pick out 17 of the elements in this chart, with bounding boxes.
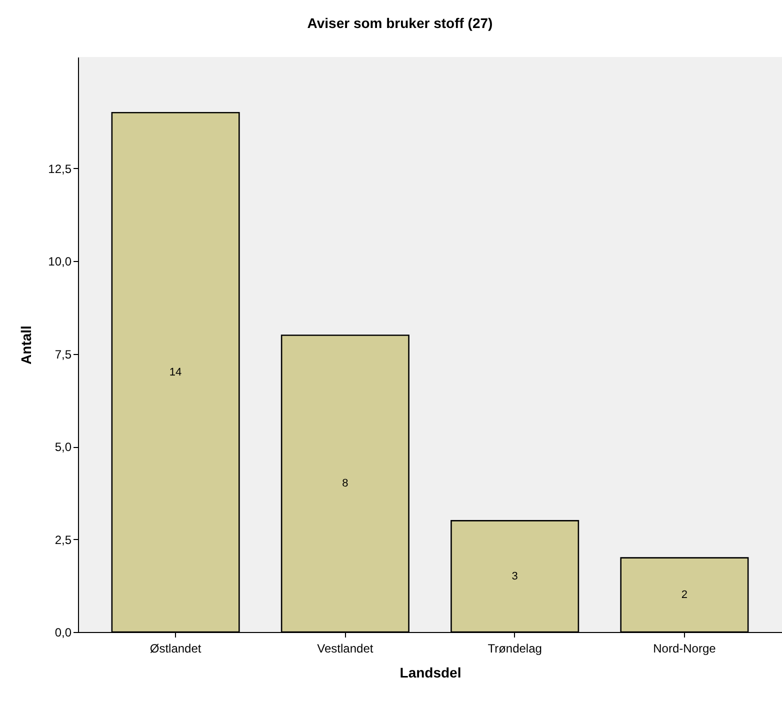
data-label: 14 — [169, 366, 182, 378]
y-tick-label: 2,5 — [54, 532, 72, 547]
y-tick-label: 12,5 — [48, 162, 72, 176]
data-label: 2 — [681, 588, 688, 601]
x-tick-label: Trøndelag — [488, 642, 542, 656]
y-tick-label: 5,0 — [54, 440, 72, 454]
data-label: 3 — [512, 570, 518, 582]
y-tick-label: 0,0 — [54, 626, 72, 640]
y-axis-title: Antall — [18, 326, 34, 364]
y-tick-label: 7,5 — [54, 347, 72, 362]
x-tick-label: Nord-Norge — [653, 642, 716, 656]
x-tick-label: Vestlandet — [317, 642, 374, 656]
x-tick-label: Østlandet — [150, 642, 202, 656]
x-axis-title: Landsdel — [400, 664, 462, 680]
data-label: 8 — [342, 478, 348, 490]
y-tick-label: 10,0 — [48, 254, 72, 269]
chart-title: Aviser som bruker stoff (27) — [307, 15, 493, 31]
